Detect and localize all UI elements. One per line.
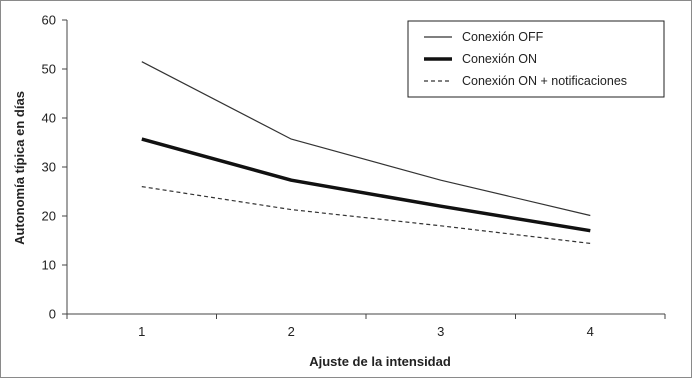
x-tick-label: 4 bbox=[587, 324, 594, 339]
legend-label-conexion-on-notificaciones: Conexión ON + notificaciones bbox=[462, 74, 627, 88]
y-tick-label: 0 bbox=[49, 307, 56, 322]
y-axis-title: Autonomía típica en días bbox=[12, 91, 27, 245]
x-tick-label: 2 bbox=[288, 324, 295, 339]
y-tick-label: 20 bbox=[42, 209, 56, 224]
legend-label-conexion-on: Conexión ON bbox=[462, 52, 537, 66]
x-axis-ticks: 1 2 3 4 bbox=[66, 314, 666, 339]
y-tick-label: 40 bbox=[42, 111, 56, 126]
y-tick-label: 10 bbox=[42, 258, 56, 273]
legend-label-conexion-off: Conexión OFF bbox=[462, 30, 544, 44]
series-line-2 bbox=[141, 186, 591, 244]
y-tick-label: 50 bbox=[42, 62, 56, 77]
x-tick-label: 1 bbox=[138, 324, 145, 339]
y-axis-ticks: 0 10 20 30 40 50 60 bbox=[42, 13, 67, 322]
series-lines bbox=[141, 61, 591, 244]
y-tick-label: 30 bbox=[42, 160, 56, 175]
legend: Conexión OFF Conexión ON Conexión ON + n… bbox=[407, 20, 665, 98]
series-line-0 bbox=[141, 61, 591, 217]
x-axis-title: Ajuste de la intensidad bbox=[309, 354, 451, 369]
series-line-1 bbox=[141, 137, 591, 233]
x-tick-label: 3 bbox=[437, 324, 444, 339]
y-tick-label: 60 bbox=[42, 13, 56, 28]
